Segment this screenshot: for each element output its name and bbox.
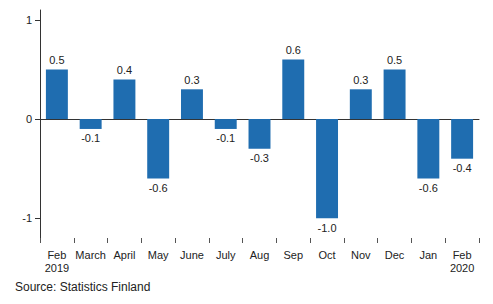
svg-text:1: 1 (26, 14, 32, 26)
svg-text:-0.3: -0.3 (250, 152, 269, 164)
svg-text:-0.1: -0.1 (81, 132, 100, 144)
svg-text:0.5: 0.5 (387, 54, 402, 66)
svg-text:Dec: Dec (385, 249, 405, 261)
svg-text:-0.1: -0.1 (216, 132, 235, 144)
svg-text:Jan: Jan (419, 249, 437, 261)
svg-text:0.3: 0.3 (353, 74, 368, 86)
svg-text:-1: -1 (22, 212, 32, 224)
svg-text:March: March (75, 249, 106, 261)
svg-text:Feb: Feb (453, 249, 472, 261)
svg-text:Aug: Aug (250, 249, 270, 261)
svg-text:0.5: 0.5 (49, 54, 64, 66)
svg-text:0.3: 0.3 (184, 74, 199, 86)
svg-text:2020: 2020 (450, 262, 474, 274)
svg-text:0: 0 (26, 113, 32, 125)
svg-text:Source: Statistics Finland: Source: Statistics Finland (15, 280, 150, 294)
svg-text:Nov: Nov (351, 249, 371, 261)
svg-text:-0.6: -0.6 (149, 182, 168, 194)
svg-text:April: April (113, 249, 135, 261)
svg-text:2019: 2019 (45, 262, 69, 274)
svg-text:0.4: 0.4 (117, 64, 132, 76)
svg-text:0.6: 0.6 (286, 44, 301, 56)
svg-text:Feb: Feb (47, 249, 66, 261)
svg-text:-0.6: -0.6 (419, 182, 438, 194)
svg-text:-0.4: -0.4 (453, 162, 472, 174)
svg-text:June: June (180, 249, 204, 261)
svg-text:May: May (148, 249, 169, 261)
svg-text:Sep: Sep (283, 249, 303, 261)
svg-text:Oct: Oct (318, 249, 335, 261)
svg-text:-1.0: -1.0 (318, 222, 337, 234)
svg-text:July: July (216, 249, 236, 261)
